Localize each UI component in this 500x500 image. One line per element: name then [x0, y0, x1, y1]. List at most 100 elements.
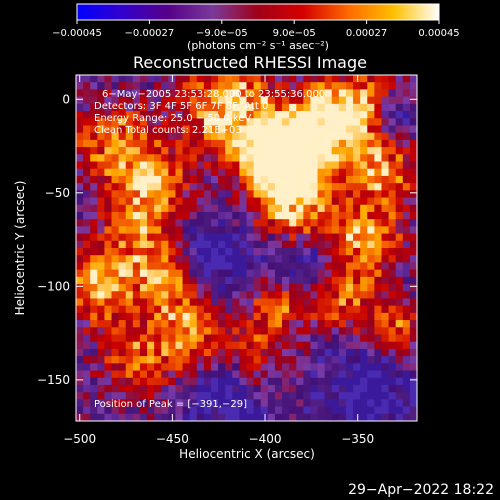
heatmap-cell [203, 197, 212, 206]
heatmap-cell [388, 111, 397, 119]
heatmap-cell [154, 96, 162, 105]
heatmap-cell [324, 103, 333, 112]
heatmap-cell [111, 161, 120, 170]
heatmap-cell [239, 291, 248, 300]
heatmap-cell [353, 327, 361, 336]
heatmap-cell [175, 82, 184, 91]
heatmap-cell [232, 75, 240, 83]
heatmap-cell [139, 262, 148, 271]
heatmap-cell [210, 399, 219, 408]
heatmap-cell [132, 377, 141, 386]
heatmap-cell [388, 312, 397, 321]
heatmap-cell [239, 226, 248, 235]
heatmap-cell [395, 211, 404, 220]
heatmap-cell [147, 211, 155, 220]
heatmap-cell [296, 147, 304, 155]
heatmap-cell [182, 211, 191, 220]
heatmap-cell [168, 291, 177, 300]
heatmap-cell [303, 204, 312, 213]
heatmap-cell [76, 269, 84, 278]
heatmap-cell [374, 125, 383, 134]
heatmap-cell [125, 363, 134, 372]
heatmap-cell [367, 392, 375, 400]
heatmap-cell [360, 255, 368, 264]
heatmap-cell [310, 276, 319, 285]
heatmap-cell [175, 320, 184, 328]
heatmap-cell [111, 248, 120, 256]
heatmap-cell [76, 118, 84, 127]
heatmap-cell [154, 161, 162, 170]
heatmap-cell [196, 219, 205, 227]
heatmap-cell [374, 248, 383, 256]
heatmap-cell [388, 103, 397, 112]
heatmap-cell [76, 175, 84, 184]
heatmap-cell [296, 175, 304, 184]
heatmap-cell [282, 197, 290, 206]
heatmap-cell [395, 233, 404, 242]
heatmap-cell [246, 262, 255, 271]
heatmap-cell [367, 348, 375, 357]
heatmap-cell [175, 341, 184, 350]
heatmap-cell [402, 161, 411, 170]
heatmap-cell [267, 255, 276, 264]
heatmap-cell [402, 219, 411, 227]
heatmap-cell [296, 399, 304, 408]
heatmap-cell [338, 75, 347, 83]
heatmap-cell [225, 168, 233, 177]
heatmap-cell [83, 233, 91, 242]
heatmap-cell [289, 269, 297, 278]
heatmap-cell [381, 190, 390, 199]
heatmap-cell [303, 132, 312, 141]
heatmap-cell [168, 175, 177, 184]
heatmap-cell [331, 377, 340, 386]
heatmap-cell [203, 118, 212, 127]
heatmap-cell [324, 161, 333, 170]
heatmap-cell [317, 305, 326, 314]
heatmap-cell [317, 413, 326, 421]
heatmap-cell [203, 255, 212, 264]
heatmap-cell [111, 118, 120, 127]
heatmap-cell [118, 399, 127, 408]
heatmap-cell [225, 341, 233, 350]
heatmap-cell [132, 305, 141, 314]
heatmap-cell [367, 132, 375, 141]
heatmap-cell [218, 103, 226, 112]
heatmap-cell [232, 334, 240, 343]
heatmap-cell [296, 211, 304, 220]
heatmap-cell [367, 103, 375, 112]
heatmap-cell [267, 392, 276, 400]
heatmap-cell [168, 334, 177, 343]
heatmap-cell [168, 269, 177, 278]
colorbar-tick-label: −9.0e−05 [196, 28, 248, 39]
heatmap-cell [111, 211, 120, 220]
heatmap-cell [360, 204, 368, 213]
heatmap-cell [90, 269, 98, 278]
footer-timestamp: 29−Apr−2022 18:22 [348, 482, 494, 498]
heatmap-cell [168, 82, 177, 91]
heatmap-cell [132, 363, 141, 372]
heatmap-cell [147, 377, 155, 386]
heatmap-cell [118, 175, 127, 184]
heatmap-cell [147, 132, 155, 141]
heatmap-cell [210, 118, 219, 127]
heatmap-cell [161, 103, 169, 112]
heatmap-cell [147, 334, 155, 343]
heatmap-cell [360, 240, 368, 249]
colorbar-tick-label: 0.00045 [418, 28, 459, 39]
heatmap-cell [90, 226, 98, 235]
heatmap-cell [225, 406, 233, 415]
heatmap-cell [90, 298, 98, 307]
heatmap-cell [246, 240, 255, 249]
heatmap-cell [125, 334, 134, 343]
heatmap-cell [76, 284, 84, 292]
heatmap-cell [90, 161, 98, 170]
heatmap-cell [232, 125, 240, 134]
heatmap-cell [97, 356, 106, 364]
heatmap-cell [338, 190, 347, 199]
heatmap-cell [353, 161, 361, 170]
heatmap-cell [182, 356, 191, 364]
heatmap-cell [317, 255, 326, 264]
heatmap-cell [118, 139, 127, 148]
heatmap-cell [317, 356, 326, 364]
heatmap-cell [168, 320, 177, 328]
